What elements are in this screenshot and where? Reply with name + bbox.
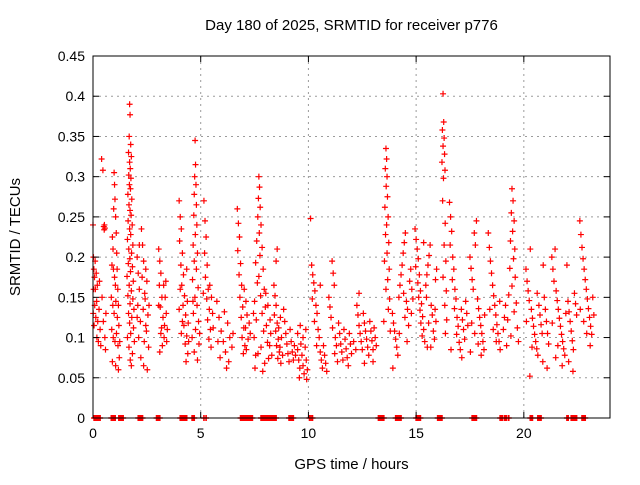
y-tick-label: 0.3	[66, 169, 86, 185]
y-tick-label: 0.2	[66, 249, 86, 265]
gridlines	[93, 56, 610, 418]
x-tick-label: 10	[301, 425, 317, 441]
x-tick-label: 5	[197, 425, 205, 441]
tick-labels: 0 5 10 15 20 0 0.05 0.1 0.15 0.2 0.25 0.3 0.35 0.4 0.4…	[58, 48, 532, 441]
x-tick-label: 15	[408, 425, 424, 441]
y-axis-label: SRMTID / TECUs	[7, 178, 24, 296]
y-tick-label: 0.1	[66, 330, 86, 346]
x-tick-label: 0	[89, 425, 97, 441]
tick-marks	[92, 55, 610, 419]
x-tick-label: 20	[516, 425, 532, 441]
y-tick-label: 0.15	[58, 289, 85, 305]
scatter-markers	[90, 90, 597, 383]
x-axis-label: GPS time / hours	[294, 456, 408, 473]
plot-border	[92, 55, 611, 419]
y-tick-label: 0	[77, 410, 85, 426]
y-tick-label: 0.45	[58, 48, 85, 64]
chart-title: Day 180 of 2025, SRMTID for receiver p77…	[205, 17, 498, 34]
y-tick-label: 0.25	[58, 209, 85, 225]
y-tick-label: 0.4	[66, 88, 86, 104]
data-points	[90, 90, 597, 383]
y-tick-label: 0.35	[58, 128, 85, 144]
y-tick-label: 0.05	[58, 370, 85, 386]
